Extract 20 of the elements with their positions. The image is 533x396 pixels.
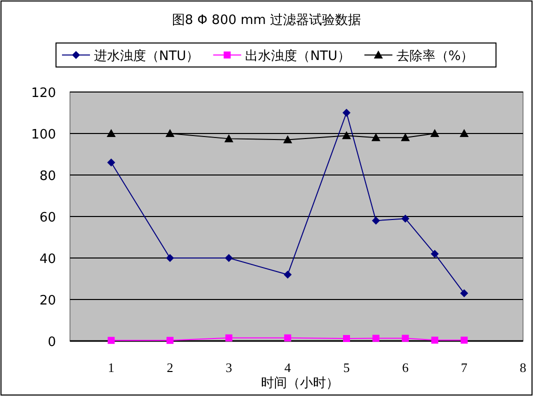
y-tick-label: 120: [31, 86, 56, 101]
chart-title: 图8 Φ 800 mm 过滤器试验数据: [172, 13, 362, 28]
x-tick-label: 6: [402, 360, 410, 375]
y-tick-label: 40: [39, 252, 56, 267]
y-tick-label: 100: [31, 128, 56, 142]
x-tick-label: 3: [226, 360, 232, 375]
x-tick-label: 1: [108, 360, 114, 375]
x-tick-label: 4: [284, 360, 292, 375]
y-tick-label: 60: [39, 210, 56, 226]
x-tick-label: 8: [520, 360, 526, 375]
x-tick-label: 5: [343, 360, 350, 375]
legend-label: 进水浊度（NTU）: [94, 48, 200, 64]
y-tick-label: 80: [39, 169, 56, 184]
legend-label: 出水浊度（NTU）: [245, 48, 350, 64]
x-axis-title: 时间（小时）: [261, 376, 339, 391]
y-tick-label: 20: [39, 294, 56, 308]
y-tick-label: 0: [48, 335, 56, 350]
legend-label: 去除率（%）: [396, 48, 474, 64]
x-tick-label: 7: [460, 360, 468, 375]
x-tick-label: 2: [166, 360, 174, 375]
